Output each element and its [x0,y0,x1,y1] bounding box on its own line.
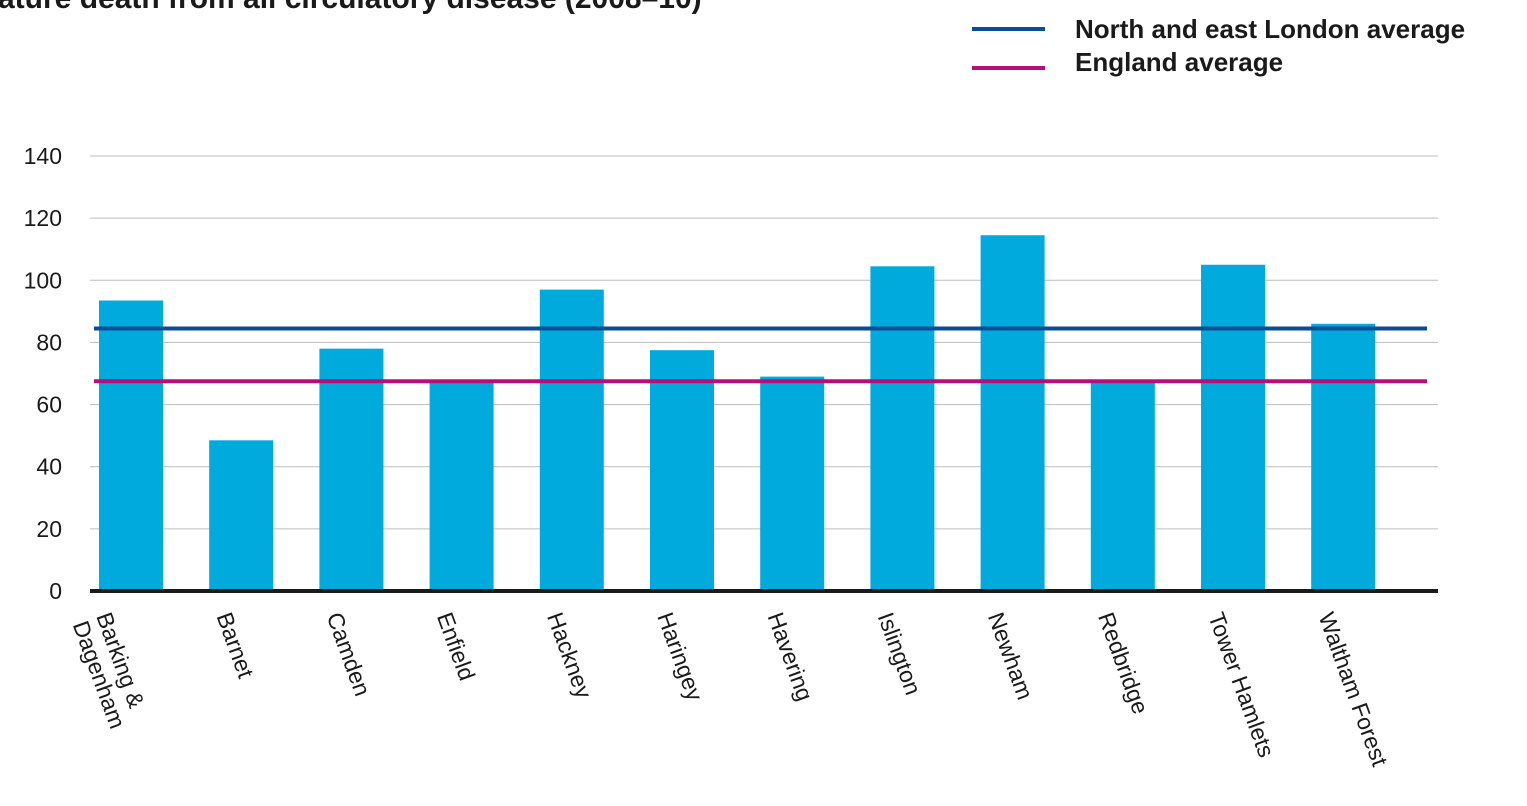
x-tick-label-enfield: Enfield [432,609,480,684]
x-tick-label-islington: Islington [873,609,927,698]
legend: North and east London average England av… [972,14,1465,77]
bar-tower-hamlets [1201,264,1265,591]
y-tick-label-60: 60 [36,392,62,418]
bar-camden [319,348,384,591]
y-tick-label-20: 20 [36,516,62,542]
x-tick-label-newham: Newham [983,609,1038,703]
y-axis-tick-labels: 0 20 40 60 80 100 120 140 [24,143,62,604]
y-tick-label-80: 80 [36,329,62,355]
y-tick-label-40: 40 [36,454,62,480]
legend-label-england: England average [1075,47,1283,77]
x-tick-label-camden: Camden [322,609,376,700]
x-axis-category-labels: Barking &Dagenham Barnet Camden Enfield Hack… [68,609,1394,770]
bars [99,235,1376,591]
x-tick-label-waltham-forest: Waltham Forest [1314,609,1394,770]
y-tick-label-120: 120 [24,205,62,231]
bar-redbridge [1090,381,1155,591]
bar-barnet [209,440,274,591]
bar-haringey [650,350,714,591]
x-tick-label-haringey: Haringey [652,609,708,705]
bar-barking-dagenham [99,300,163,591]
x-tick-label-tower-hamlets: Tower Hamlets [1203,609,1279,761]
y-tick-label-100: 100 [24,267,62,293]
bar-havering [760,376,825,591]
x-tick-label-hackney: Hackney [542,609,597,702]
x-tick-label-barking-dagenham: Barking &Dagenham [68,609,154,732]
bar-enfield [429,381,494,591]
bar-hackney [539,289,604,591]
reference-lines [94,326,1427,384]
y-tick-label-0: 0 [49,578,62,604]
bar-newham [980,235,1045,591]
chart-title: ature death from all circulatory disease… [0,0,702,15]
y-tick-label-140: 140 [24,143,62,169]
bar-waltham-forest [1311,323,1376,591]
bar-islington [870,266,935,591]
legend-label-north-east-london: North and east London average [1075,14,1465,44]
x-tick-label-redbridge: Redbridge [1093,609,1154,718]
x-tick-label-barnet: Barnet [212,609,260,682]
x-tick-label-havering: Havering [763,609,819,704]
